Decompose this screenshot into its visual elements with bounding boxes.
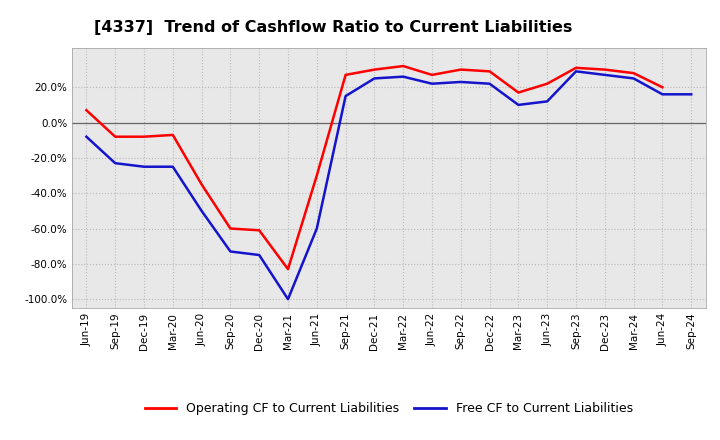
Text: [4337]  Trend of Cashflow Ratio to Current Liabilities: [4337] Trend of Cashflow Ratio to Curren… [94,20,572,35]
Legend: Operating CF to Current Liabilities, Free CF to Current Liabilities: Operating CF to Current Liabilities, Fre… [140,397,638,420]
